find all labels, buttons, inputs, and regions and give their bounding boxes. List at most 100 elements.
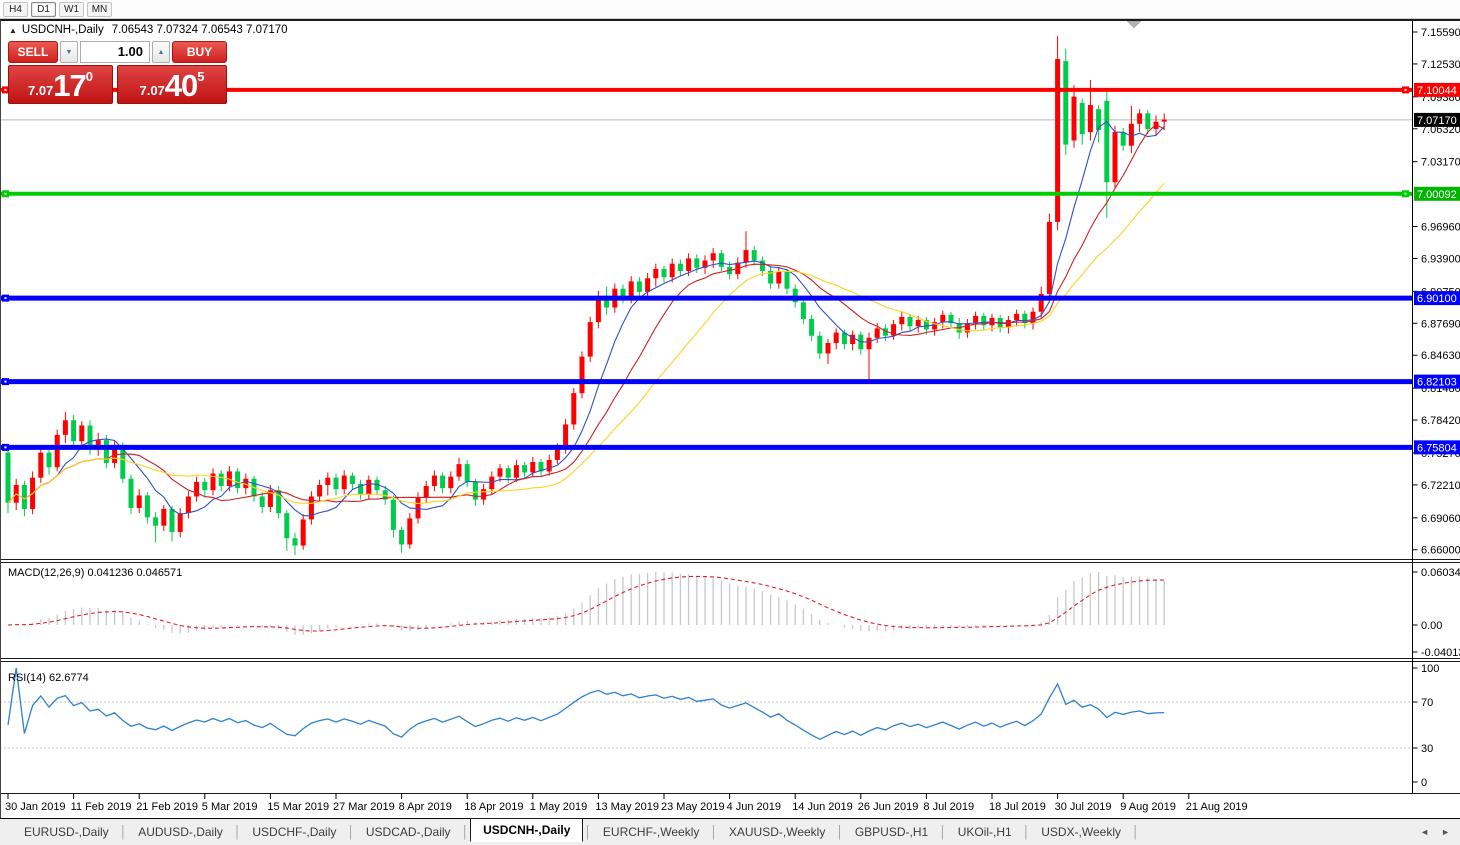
date-tick-label: 26 Jun 2019 bbox=[858, 801, 919, 813]
price-tick-label: 6.84630 bbox=[1421, 350, 1460, 362]
date-tick-label: 23 May 2019 bbox=[661, 801, 725, 813]
symbol-period-label: USDCNH-,Daily bbox=[21, 24, 104, 36]
price-tick-label: 6.87690 bbox=[1421, 318, 1460, 330]
date-tick-label: 15 Mar 2019 bbox=[267, 801, 329, 813]
tab-separator: │ bbox=[710, 825, 718, 839]
level-line-7.10044[interactable] bbox=[0, 86, 1413, 94]
indicator-tick-label: 100 bbox=[1421, 663, 1439, 675]
date-tick-label: 21 Aug 2019 bbox=[1186, 801, 1248, 813]
ohlc-values: 7.06543 7.07324 7.06543 7.07170 bbox=[111, 24, 288, 36]
price-tick-label: 6.78420 bbox=[1421, 415, 1460, 427]
timeframe-button-w1[interactable]: W1 bbox=[59, 1, 84, 17]
volume-input[interactable]: 1.00 bbox=[80, 41, 150, 63]
tab-scroll-left-icon[interactable]: ◄ bbox=[1420, 827, 1430, 837]
buy-price-point: 5 bbox=[197, 69, 205, 84]
date-tick-label: 4 Jun 2019 bbox=[727, 801, 781, 813]
macd-histogram bbox=[15, 571, 1165, 635]
tab-separator: │ bbox=[461, 825, 470, 839]
timeframe-button-mn[interactable]: MN bbox=[87, 1, 112, 17]
date-tick-label: 18 Apr 2019 bbox=[464, 801, 523, 813]
sell-price-point: 0 bbox=[85, 69, 94, 84]
ma-line-13 bbox=[7, 123, 1165, 504]
date-tick-label: 18 Jul 2019 bbox=[989, 801, 1046, 813]
date-tick-label: 5 Mar 2019 bbox=[202, 801, 258, 813]
price-tick-label: 7.03170 bbox=[1421, 157, 1460, 169]
date-tick-label: 30 Jul 2019 bbox=[1055, 801, 1112, 813]
rsi-level-lines bbox=[0, 701, 1413, 749]
buy-price-box[interactable]: 7.07 40 5 bbox=[117, 65, 227, 104]
tab-separator: │ bbox=[347, 825, 355, 839]
macd-signal-line bbox=[7, 575, 1165, 632]
svg-text:6.75804: 6.75804 bbox=[1417, 442, 1457, 454]
date-tick-label: 27 Mar 2019 bbox=[333, 801, 395, 813]
volume-increase-icon[interactable]: ▲ bbox=[152, 41, 170, 63]
rsi-indicator-label: RSI(14) 62.6774 bbox=[8, 672, 89, 684]
date-tick-label: 9 Aug 2019 bbox=[1120, 801, 1176, 813]
ma-line-7 bbox=[7, 120, 1165, 517]
price-badge-6.90100: 6.90100 bbox=[1414, 291, 1460, 306]
rsi-line bbox=[7, 667, 1165, 741]
sell-price-box[interactable]: 7.07 17 0 bbox=[8, 65, 113, 104]
symbol-tab-usdcad[interactable]: USDCAD-,Daily bbox=[365, 825, 451, 839]
date-tick-label: 30 Jan 2019 bbox=[5, 801, 66, 813]
symbol-tab-eurchf[interactable]: EURCHF-,Weekly bbox=[602, 825, 700, 839]
indicator-tick-label: -0.040136 bbox=[1421, 647, 1460, 659]
symbol-tab-eurusd[interactable]: EURUSD-,Daily bbox=[24, 825, 109, 839]
symbol-tab-usdchf[interactable]: USDCHF-,Daily bbox=[252, 825, 337, 839]
indicator-tick-label: 0.00 bbox=[1421, 620, 1442, 632]
level-line-6.82103[interactable] bbox=[0, 378, 1413, 386]
volume-decrease-icon[interactable]: ▼ bbox=[60, 41, 78, 63]
symbol-tab-audusd[interactable]: AUDUSD-,Daily bbox=[138, 825, 223, 839]
price-badge-6.82103: 6.82103 bbox=[1414, 374, 1460, 389]
date-tick-label: 8 Jul 2019 bbox=[923, 801, 974, 813]
tab-scroll-right-icon[interactable]: ► bbox=[1441, 827, 1450, 837]
symbol-tab-bar: EURUSD-,Daily │ AUDUSD-,Daily │ USDCHF-,Dail… bbox=[0, 818, 1460, 845]
date-tick-label: 1 May 2019 bbox=[530, 801, 587, 813]
indicator-tick-label: 70 bbox=[1421, 697, 1433, 709]
level-line-6.901[interactable] bbox=[0, 294, 1413, 302]
price-tick-label: 6.66000 bbox=[1421, 545, 1460, 557]
buy-price-pips: 40 bbox=[164, 68, 198, 103]
price-badge-6.75804: 6.75804 bbox=[1414, 440, 1460, 455]
pane-separators bbox=[0, 559, 1460, 794]
date-tick-label: 13 May 2019 bbox=[595, 801, 659, 813]
price-tick-label: 6.93900 bbox=[1421, 253, 1460, 265]
price-tick-label: 7.12530 bbox=[1421, 59, 1460, 71]
tab-separator: │ bbox=[939, 825, 947, 839]
time-axis[interactable]: 30 Jan 2019 11 Feb 2019 21 Feb 2019 5 Mar 2… bbox=[5, 793, 1248, 813]
indicator-axis-labels: 0.060343 0.00 -0.040136 100 70 30 0 bbox=[1412, 567, 1460, 789]
date-tick-label: 14 Jun 2019 bbox=[792, 801, 853, 813]
price-badge-7.07170: 7.07170 bbox=[1414, 112, 1460, 127]
buy-button[interactable]: BUY bbox=[172, 41, 227, 63]
date-tick-label: 8 Apr 2019 bbox=[399, 801, 452, 813]
indicator-tick-label: 0 bbox=[1421, 777, 1427, 789]
tab-separator: │ bbox=[119, 825, 128, 839]
price-tick-label: 6.69060 bbox=[1421, 513, 1460, 525]
indicator-tick-label: 0.060343 bbox=[1421, 567, 1460, 579]
date-tick-label: 21 Feb 2019 bbox=[136, 801, 198, 813]
symbol-tab-usdx[interactable]: USDX-,Weekly bbox=[1041, 825, 1122, 839]
level-line-7.00092[interactable] bbox=[0, 190, 1413, 198]
macd-indicator-label: MACD(12,26,9) 0.041236 0.046571 bbox=[8, 567, 183, 579]
sell-button[interactable]: SELL bbox=[8, 41, 58, 63]
collapse-panel-icon[interactable]: ▲ bbox=[9, 26, 17, 35]
symbol-tab-xauusd[interactable]: XAUUSD-,Weekly bbox=[728, 825, 826, 839]
chart-title-row: ▲ USDCNH-,Daily 7.06543 7.07324 7.06543 7.… bbox=[9, 24, 288, 36]
svg-text:6.82103: 6.82103 bbox=[1417, 377, 1457, 389]
timeframe-button-h4[interactable]: H4 bbox=[3, 1, 28, 17]
timeframe-button-d1[interactable]: D1 bbox=[31, 1, 56, 17]
chart-shift-marker-icon[interactable] bbox=[1126, 20, 1142, 29]
symbol-tab-ukoil[interactable]: UKOil-,H1 bbox=[957, 825, 1012, 839]
level-line-6.75804[interactable] bbox=[0, 443, 1413, 451]
tab-separator: │ bbox=[1132, 825, 1140, 839]
price-tick-label: 6.72210 bbox=[1421, 480, 1460, 492]
symbol-tab-gbpusd[interactable]: GBPUSD-,H1 bbox=[854, 825, 929, 839]
timeframe-toolbar: H4 D1 W1 MN bbox=[0, 0, 1460, 19]
indicator-tick-label: 30 bbox=[1421, 743, 1433, 755]
ma-line-21 bbox=[7, 182, 1165, 504]
tab-separator: │ bbox=[1022, 825, 1031, 839]
tab-separator: │ bbox=[836, 825, 844, 839]
symbol-tab-usdcnh[interactable]: USDCNH-,Daily bbox=[470, 818, 584, 842]
price-tick-label: 7.15590 bbox=[1421, 27, 1460, 39]
